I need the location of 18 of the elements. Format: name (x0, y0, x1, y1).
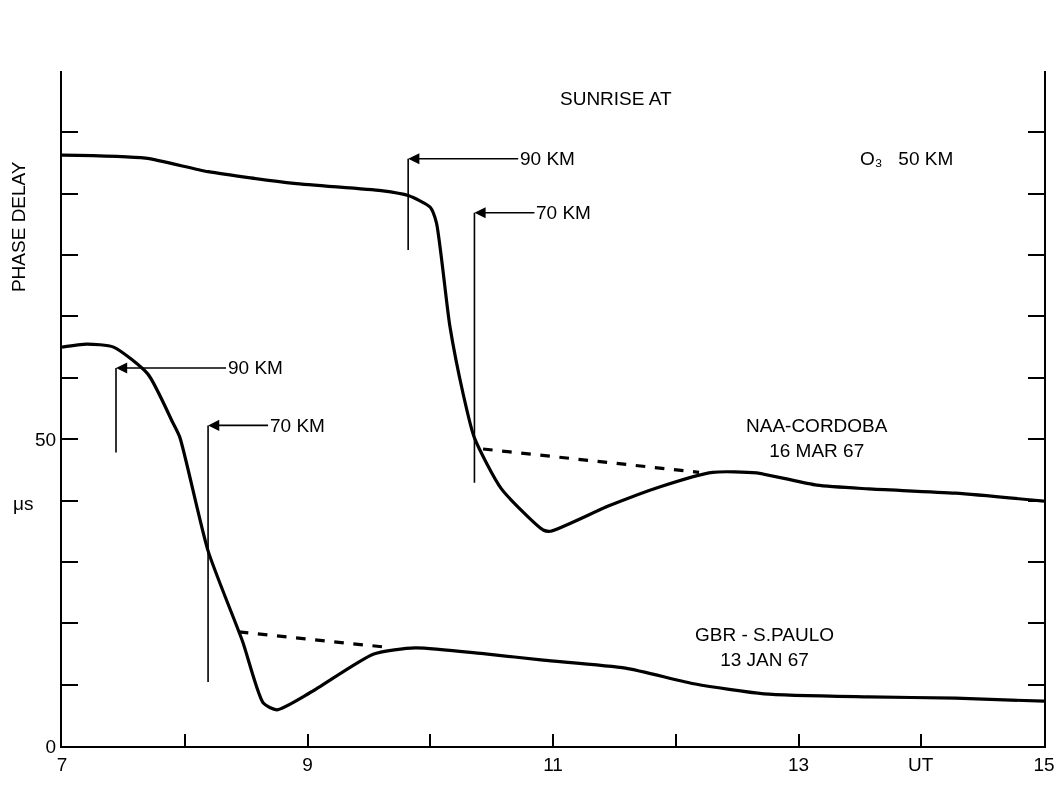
y-tick-label: 50 (35, 428, 57, 450)
x-tick-label: 9 (302, 753, 313, 775)
x-tick-label: 11 (543, 753, 563, 775)
annotation: O₃ 50 KM (860, 148, 954, 169)
y-axis-title: PHASE DELAY (7, 161, 29, 293)
x-tick-label: 15 (1033, 753, 1055, 775)
ref-line-label: 70 KM (270, 415, 325, 436)
annotation: SUNRISE AT (560, 88, 672, 109)
ref-line-label: 90 KM (228, 357, 283, 378)
series-label: GBR - S.PAULO 13 JAN 67 (695, 624, 835, 670)
x-tick-label: 13 (787, 753, 810, 775)
series-label: NAA-CORDOBA 16 MAR 67 (746, 415, 888, 461)
ref-line-label: 90 KM (520, 148, 575, 169)
x-tick-label: 7 (56, 753, 68, 775)
text: μs (13, 493, 34, 514)
y-tick-label: 0 (45, 735, 57, 757)
ref-line-label: 70 KM (536, 202, 591, 223)
x-axis-title: UT (908, 754, 934, 775)
